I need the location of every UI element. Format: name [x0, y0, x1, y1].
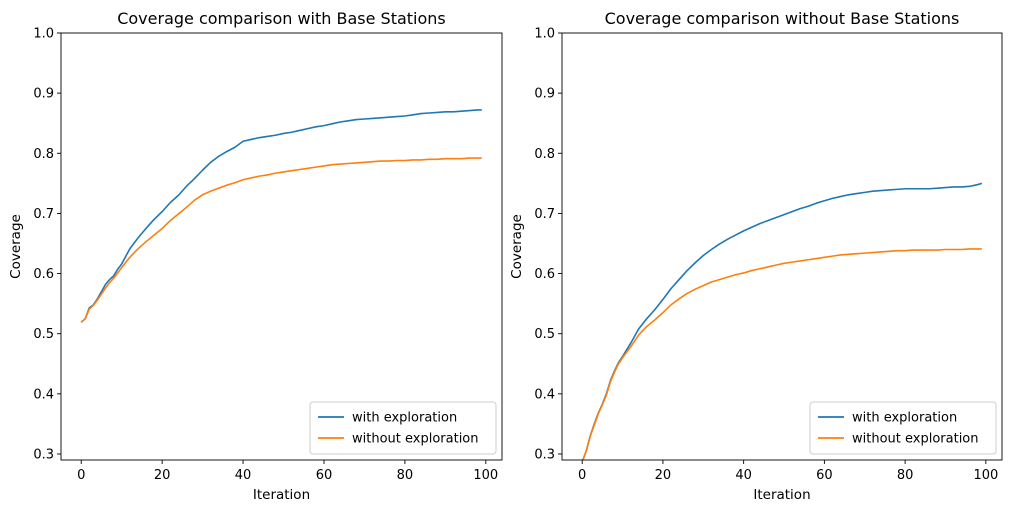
series-line-with-exploration	[80, 109, 482, 323]
x-axis-label: Iteration	[253, 487, 310, 503]
x-tick-label: 0	[77, 468, 85, 483]
legend: with exploration without exploration	[809, 401, 997, 455]
chart-title: Coverage comparison without Base Station…	[605, 9, 960, 28]
axes-frame	[60, 32, 503, 461]
y-tick-label: 0.3	[33, 447, 54, 462]
y-tick-label: 0.7	[33, 207, 54, 222]
chart-panel-with-base-stations: 0 20 40 60 80 100 0.3 0.4 0.5 0.6 0.7 0.8 0.9 1.0 Cove…	[8, 9, 503, 503]
legend-label: without exploration	[852, 432, 979, 447]
y-tick-label: 1.0	[534, 27, 555, 42]
x-tick-label: 100	[973, 468, 998, 483]
x-tick-label: 80	[897, 468, 914, 483]
legend-label: without exploration	[352, 432, 479, 447]
legend: with exploration without exploration	[309, 401, 497, 455]
x-tick-label: 20	[154, 468, 171, 483]
series-lines	[581, 182, 983, 460]
series-line-without-exploration	[581, 248, 982, 460]
legend-box	[809, 401, 997, 455]
x-tick-label: 60	[816, 468, 833, 483]
series-lines	[80, 109, 482, 323]
y-tick-label: 0.8	[33, 147, 54, 162]
y-tick-label: 0.9	[33, 87, 54, 102]
y-tick-label: 0.4	[534, 387, 555, 402]
x-tick-label: 80	[397, 468, 414, 483]
legend-box	[309, 401, 497, 455]
x-tick-label: 40	[235, 468, 252, 483]
y-tick-label: 0.6	[534, 267, 555, 282]
y-tick-label: 0.4	[33, 387, 54, 402]
y-tick-label: 0.3	[534, 447, 555, 462]
y-tick-label: 0.7	[534, 207, 555, 222]
y-axis-label: Coverage	[8, 214, 24, 279]
y-axis-label: Coverage	[509, 214, 525, 279]
chart-panel-without-base-stations: 0 20 40 60 80 100 0.3 0.4 0.5 0.6 0.7 0.8 0.9 1.0 Cove…	[509, 9, 1003, 503]
axes-frame	[561, 32, 1003, 461]
x-tick-label: 100	[473, 468, 498, 483]
x-axis-label: Iteration	[753, 487, 810, 503]
y-tick-label: 0.9	[534, 87, 555, 102]
x-tick-label: 0	[578, 468, 586, 483]
x-tick-label: 20	[655, 468, 672, 483]
chart-title: Coverage comparison with Base Stations	[117, 9, 446, 28]
y-tick-label: 0.8	[534, 147, 555, 162]
y-tick-label: 0.5	[33, 327, 54, 342]
y-tick-label: 1.0	[33, 27, 54, 42]
y-tick-label: 0.6	[33, 267, 54, 282]
series-line-without-exploration	[80, 157, 482, 323]
x-tick-label: 40	[735, 468, 752, 483]
legend-label: with exploration	[352, 411, 457, 426]
x-tick-label: 60	[316, 468, 333, 483]
y-tick-label: 0.5	[534, 327, 555, 342]
legend-label: with exploration	[852, 411, 957, 426]
